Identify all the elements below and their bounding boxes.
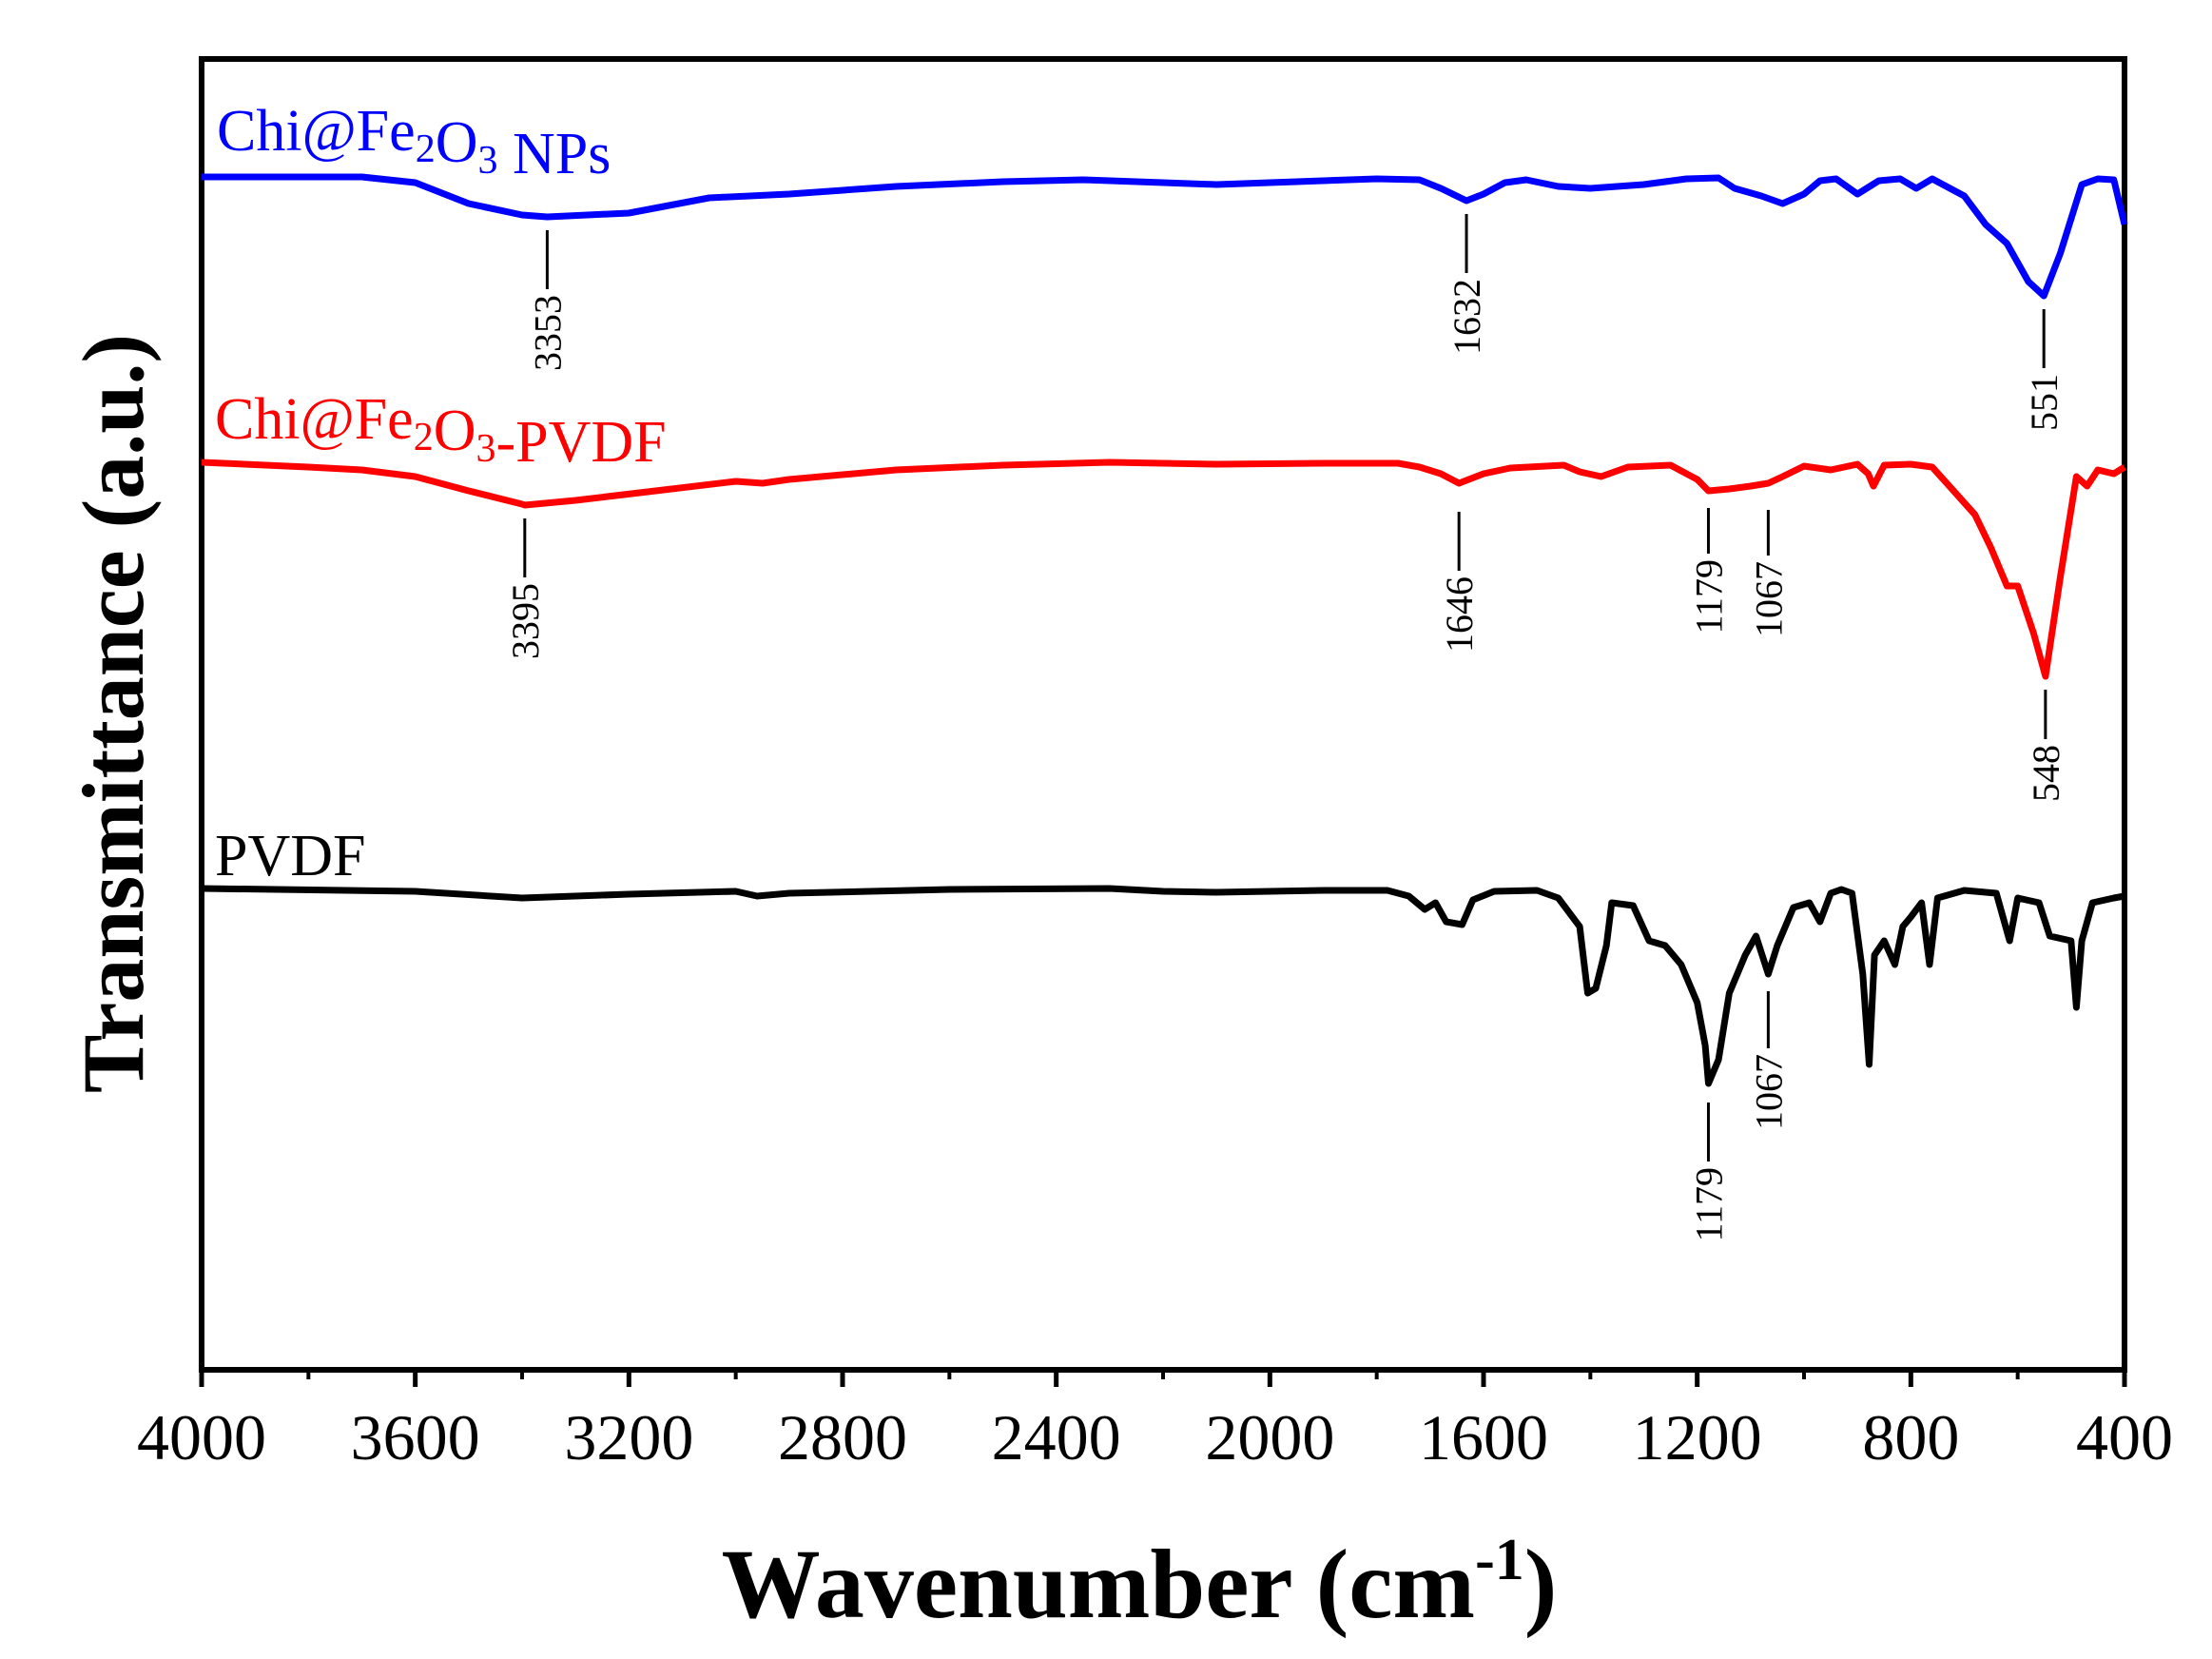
peak-label: 548: [2025, 745, 2067, 802]
series-line-0: [202, 173, 2128, 300]
peak-label: 3353: [526, 295, 569, 371]
x-tick-label: 3200: [564, 1401, 693, 1474]
series-labels: Chi@Fe2O3 NPs Chi@Fe2O3-PVDF PVDF: [215, 99, 667, 888]
series-layer: [201, 173, 2128, 1087]
x-tick-label: 400: [2076, 1401, 2173, 1474]
x-axis-ticks: 4000 3600 3200 2800 2400 2000 1600 1200 800 400: [137, 1370, 2173, 1474]
x-tick-label: 1200: [1633, 1401, 1762, 1474]
series-line-1: [201, 459, 2126, 680]
series-label-1: Chi@Fe2O3-PVDF: [215, 387, 667, 475]
x-tick-label: 1600: [1419, 1401, 1548, 1474]
x-tick-label: 2000: [1205, 1401, 1334, 1474]
peak-label: 1067: [1747, 561, 1790, 637]
annotation-layer: 3353 1632 551 3395 1646 1179 1067 548 1179 1067: [504, 214, 2067, 1242]
peak-label: 1632: [1446, 279, 1488, 355]
peak-label: 1179: [1687, 559, 1730, 634]
x-axis-title: Wavenumber (cm-1): [722, 1528, 1558, 1639]
plot-frame: [199, 56, 2127, 1373]
peak-label: 1067: [1747, 1054, 1790, 1130]
x-tick-label: 2400: [992, 1401, 1121, 1474]
x-tick-label: 800: [1862, 1401, 1959, 1474]
series-label-2: PVDF: [215, 824, 366, 888]
x-tick-label: 2800: [778, 1401, 907, 1474]
x-tick-label: 4000: [137, 1401, 266, 1474]
peak-label: 1179: [1687, 1167, 1730, 1242]
x-tick-label: 3600: [351, 1401, 480, 1474]
y-axis-title: Transmittance (a.u.): [65, 334, 162, 1093]
peak-label: 1646: [1438, 576, 1481, 653]
peak-label: 3395: [504, 583, 547, 659]
series-line-2: [201, 885, 2125, 1087]
peak-label: 551: [2023, 374, 2066, 431]
series-label-0: Chi@Fe2O3 NPs: [217, 99, 611, 186]
